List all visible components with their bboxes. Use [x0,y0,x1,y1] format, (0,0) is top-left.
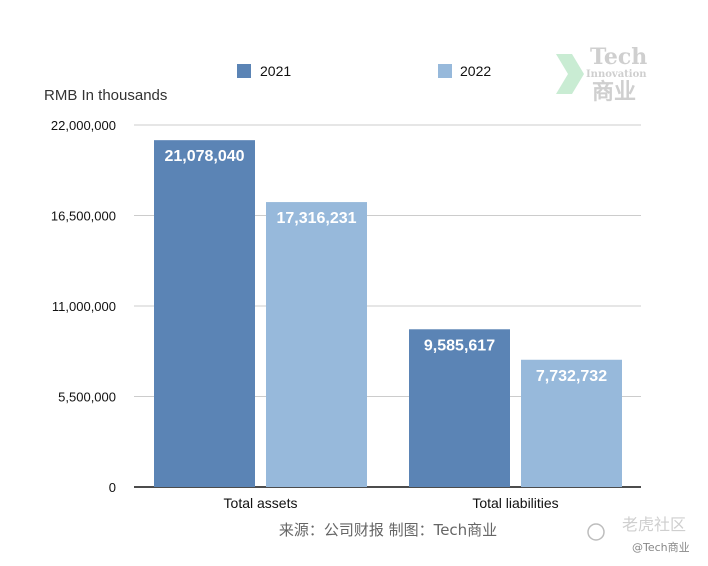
data-label: 9,585,617 [424,337,495,354]
y-tick-label: 22,000,000 [51,118,116,133]
legend-label-2021: 2021 [260,63,291,79]
bar-2021-0 [154,140,255,488]
legend-swatch-2021 [237,64,251,78]
bar-2022-1 [521,359,622,487]
logo-word-innovation: Innovation [586,69,647,80]
watermark-line2: @Tech商业 [632,540,690,554]
legend: 2021 2022 [237,63,491,79]
source-caption: 来源：公司财报 制图：Tech商业 [279,521,497,539]
watermark-icon [587,523,605,541]
bar-2021-1 [409,329,510,487]
category-labels: Total assets Total liabilities [224,495,559,511]
watermark-line1: 老虎社区 [622,515,686,534]
y-tick-label: 5,500,000 [58,390,116,405]
legend-swatch-2022 [438,64,452,78]
category-label: Total assets [224,495,298,511]
category-label: Total liabilities [472,495,558,511]
tech-innovation-logo: Tech Innovation 商业 [556,44,647,105]
logo-word-chinese: 商业 [592,79,636,105]
unit-label: RMB In thousands [44,87,167,104]
y-tick-label: 11,000,000 [52,299,116,314]
bars [154,140,622,488]
legend-label-2022: 2022 [460,63,491,79]
y-tick-label: 0 [109,480,116,495]
bar-2022-0 [266,202,367,488]
data-label: 21,078,040 [164,148,244,165]
data-label: 17,316,231 [276,210,356,227]
logo-word-tech: Tech [590,44,647,70]
community-watermark: 老虎社区 @Tech商业 [587,515,690,554]
data-labels: 21,078,040 17,316,231 9,585,617 7,732,732 [164,148,607,385]
y-axis-ticks: 0 5,500,000 11,000,000 16,500,000 22,000,000 [51,118,116,495]
logo-chevron-icon [556,54,584,94]
data-label: 7,732,732 [536,368,607,385]
y-tick-label: 16,500,000 [51,209,116,224]
